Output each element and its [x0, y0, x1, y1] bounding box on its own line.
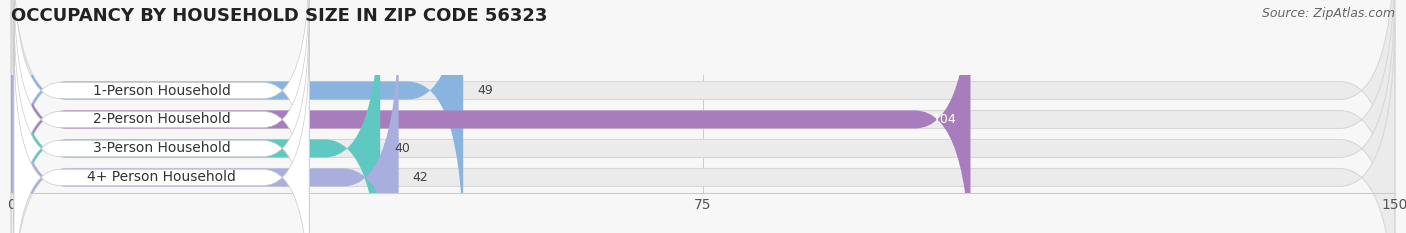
Text: 4+ Person Household: 4+ Person Household — [87, 171, 236, 185]
Text: 42: 42 — [412, 171, 429, 184]
Text: OCCUPANCY BY HOUSEHOLD SIZE IN ZIP CODE 56323: OCCUPANCY BY HOUSEHOLD SIZE IN ZIP CODE … — [11, 7, 547, 25]
FancyBboxPatch shape — [14, 12, 309, 233]
Text: Source: ZipAtlas.com: Source: ZipAtlas.com — [1261, 7, 1395, 20]
Text: 49: 49 — [477, 84, 492, 97]
Text: 104: 104 — [934, 113, 956, 126]
Text: 2-Person Household: 2-Person Household — [93, 113, 231, 127]
FancyBboxPatch shape — [11, 0, 463, 233]
Text: 3-Person Household: 3-Person Household — [93, 141, 231, 155]
FancyBboxPatch shape — [11, 13, 399, 233]
FancyBboxPatch shape — [14, 41, 309, 233]
FancyBboxPatch shape — [11, 0, 1395, 233]
FancyBboxPatch shape — [11, 0, 1395, 233]
FancyBboxPatch shape — [11, 0, 1395, 233]
FancyBboxPatch shape — [14, 0, 309, 227]
FancyBboxPatch shape — [11, 0, 380, 233]
FancyBboxPatch shape — [11, 0, 970, 233]
Text: 1-Person Household: 1-Person Household — [93, 83, 231, 97]
Text: 40: 40 — [394, 142, 411, 155]
FancyBboxPatch shape — [11, 13, 1395, 233]
FancyBboxPatch shape — [14, 0, 309, 233]
